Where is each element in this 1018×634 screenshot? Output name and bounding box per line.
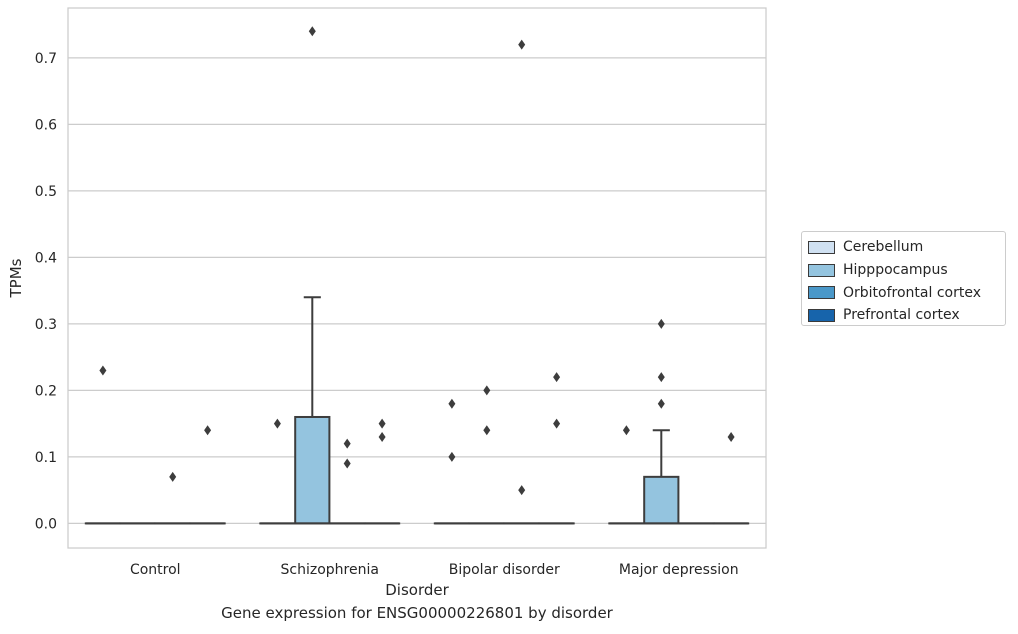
y-axis-label: TPMs — [7, 258, 25, 298]
outlier-point — [657, 398, 665, 409]
legend: Cerebellum Hipppocampus Orbitofrontal co… — [801, 231, 1006, 326]
y-tick-label: 0.7 — [35, 51, 57, 67]
box-cerebellum-major-depression — [608, 425, 645, 525]
y-tick-label: 0.0 — [35, 516, 57, 532]
outlier-point — [483, 425, 491, 436]
axes: 0.0 0.1 0.2 0.3 0.4 0.5 0.6 0.7 Control Schizophr… — [35, 51, 739, 578]
box-hipppocampus-bipolar-disorder — [468, 385, 505, 525]
box-body — [643, 475, 680, 525]
y-tick-label: 0.3 — [35, 317, 57, 333]
outlier-point — [553, 372, 561, 383]
x-tick-label: Schizophrenia — [281, 562, 379, 578]
box-cerebellum-schizophrenia — [259, 418, 296, 525]
outlier-point — [657, 372, 665, 383]
box-prefrontal-cortex-control — [189, 425, 226, 525]
legend-label-orbitofrontal-cortex: Orbitofrontal cortex — [843, 284, 981, 301]
legend-item-cerebellum: Cerebellum — [808, 236, 1005, 259]
gridlines — [68, 57, 766, 525]
x-tick-label: Bipolar disorder — [449, 562, 560, 578]
x-tick-label: Control — [130, 562, 181, 578]
outlier-point — [448, 451, 456, 462]
box-cerebellum-control — [84, 365, 122, 525]
x-tick-label: Major depression — [619, 562, 739, 578]
outlier-point — [518, 39, 526, 50]
legend-item-orbitofrontal-cortex: Orbitofrontal cortex — [808, 281, 1005, 304]
outlier-point — [169, 471, 177, 482]
legend-swatch-orbitofrontal-cortex — [808, 286, 835, 300]
plot-frame — [67, 7, 767, 549]
legend-item-hipppocampus: Hipppocampus — [808, 259, 1005, 282]
legend-swatch-cerebellum — [808, 240, 835, 254]
outlier-point — [553, 418, 561, 429]
y-tick-label: 0.5 — [35, 184, 57, 200]
outlier-point — [657, 318, 665, 329]
y-tick-label: 0.4 — [35, 250, 57, 266]
legend-swatch-prefrontal-cortex — [808, 308, 835, 322]
legend-item-prefrontal-cortex: Prefrontal cortex — [808, 304, 1005, 327]
outlier-point — [518, 485, 526, 496]
box-orbitofrontal-cortex-schizophrenia — [329, 438, 366, 525]
legend-label-hipppocampus: Hipppocampus — [843, 262, 948, 279]
box-series — [84, 26, 750, 525]
outlier-point — [448, 398, 456, 409]
box-hipppocampus-schizophrenia — [294, 26, 331, 525]
figure-caption: Gene expression for ENSG00000226801 by d… — [221, 604, 613, 622]
outlier-point — [727, 431, 735, 442]
outlier-point — [378, 418, 386, 429]
outlier-point — [483, 385, 491, 396]
outlier-point — [308, 26, 316, 37]
box-hipppocampus-major-depression — [643, 318, 680, 525]
box-orbitofrontal-cortex-bipolar-disorder — [503, 39, 540, 525]
outlier-point — [343, 438, 351, 449]
y-tick-label: 0.2 — [35, 383, 57, 399]
box-cerebellum-bipolar-disorder — [433, 398, 471, 525]
box-orbitofrontal-cortex-control — [154, 471, 191, 525]
box-prefrontal-cortex-bipolar-disorder — [538, 372, 575, 525]
legend-swatch-hipppocampus — [808, 263, 835, 277]
outlier-point — [343, 458, 351, 469]
outlier-point — [622, 425, 630, 436]
outlier-point — [204, 425, 212, 436]
legend-label-cerebellum: Cerebellum — [843, 239, 924, 256]
y-tick-label: 0.1 — [35, 450, 57, 466]
y-tick-label: 0.6 — [35, 117, 57, 133]
legend-label-prefrontal-cortex: Prefrontal cortex — [843, 307, 960, 324]
outlier-point — [99, 365, 107, 376]
box-prefrontal-cortex-major-depression — [712, 431, 750, 525]
outlier-point — [273, 418, 281, 429]
x-axis-label: Disorder — [385, 581, 449, 599]
box-prefrontal-cortex-schizophrenia — [363, 418, 401, 525]
box-body — [294, 415, 331, 525]
outlier-point — [378, 431, 386, 442]
